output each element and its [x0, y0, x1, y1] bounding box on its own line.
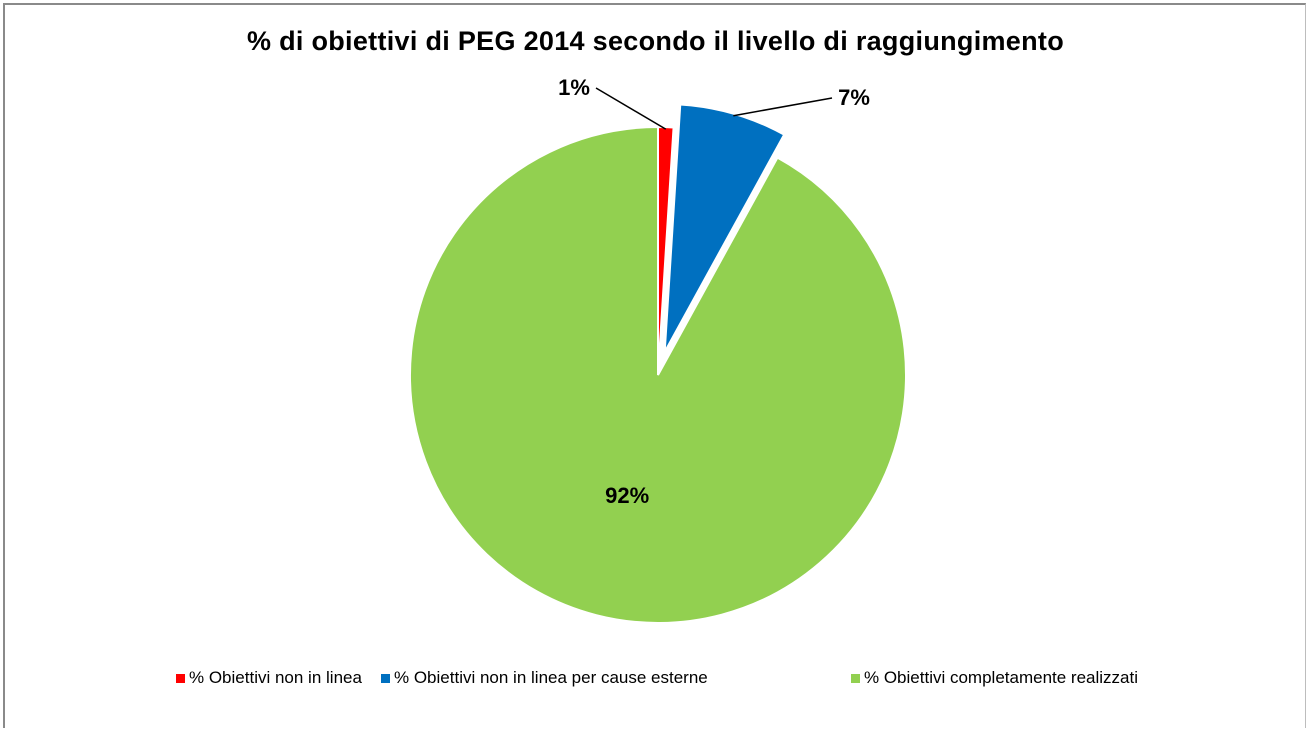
- legend-label: % Obiettivi non in linea: [189, 668, 362, 687]
- data-label-3: 92%: [605, 483, 649, 508]
- legend-item-2: % Obiettivi non in linea per cause ester…: [381, 668, 708, 688]
- chart-title: % di obiettivi di PEG 2014 secondo il li…: [246, 26, 1065, 56]
- legend-swatch: [176, 673, 185, 683]
- legend-label: % Obiettivi completamente realizzati: [864, 668, 1139, 687]
- data-label-1: 1%: [558, 75, 590, 100]
- data-label-2: 7%: [838, 85, 870, 110]
- legend-swatch: [851, 673, 860, 683]
- pie-slice-3: [409, 125, 907, 624]
- legend-item-1: % Obiettivi non in linea: [176, 668, 362, 688]
- pie-slices: [409, 103, 907, 624]
- leader-line-1: [595, 87, 667, 130]
- legend-item-3: % Obiettivi completamente realizzati: [851, 668, 1138, 688]
- data-labels: 1% 7% 92%: [558, 75, 870, 508]
- chart-legend: % Obiettivi non in linea % Obiettivi non …: [0, 668, 1311, 692]
- legend-label: % Obiettivi non in linea per cause ester…: [394, 668, 708, 687]
- leader-line-2: [733, 97, 833, 117]
- label-leader-lines: [595, 87, 833, 130]
- legend-swatch: [381, 673, 390, 683]
- pie-slice-2: [663, 103, 786, 353]
